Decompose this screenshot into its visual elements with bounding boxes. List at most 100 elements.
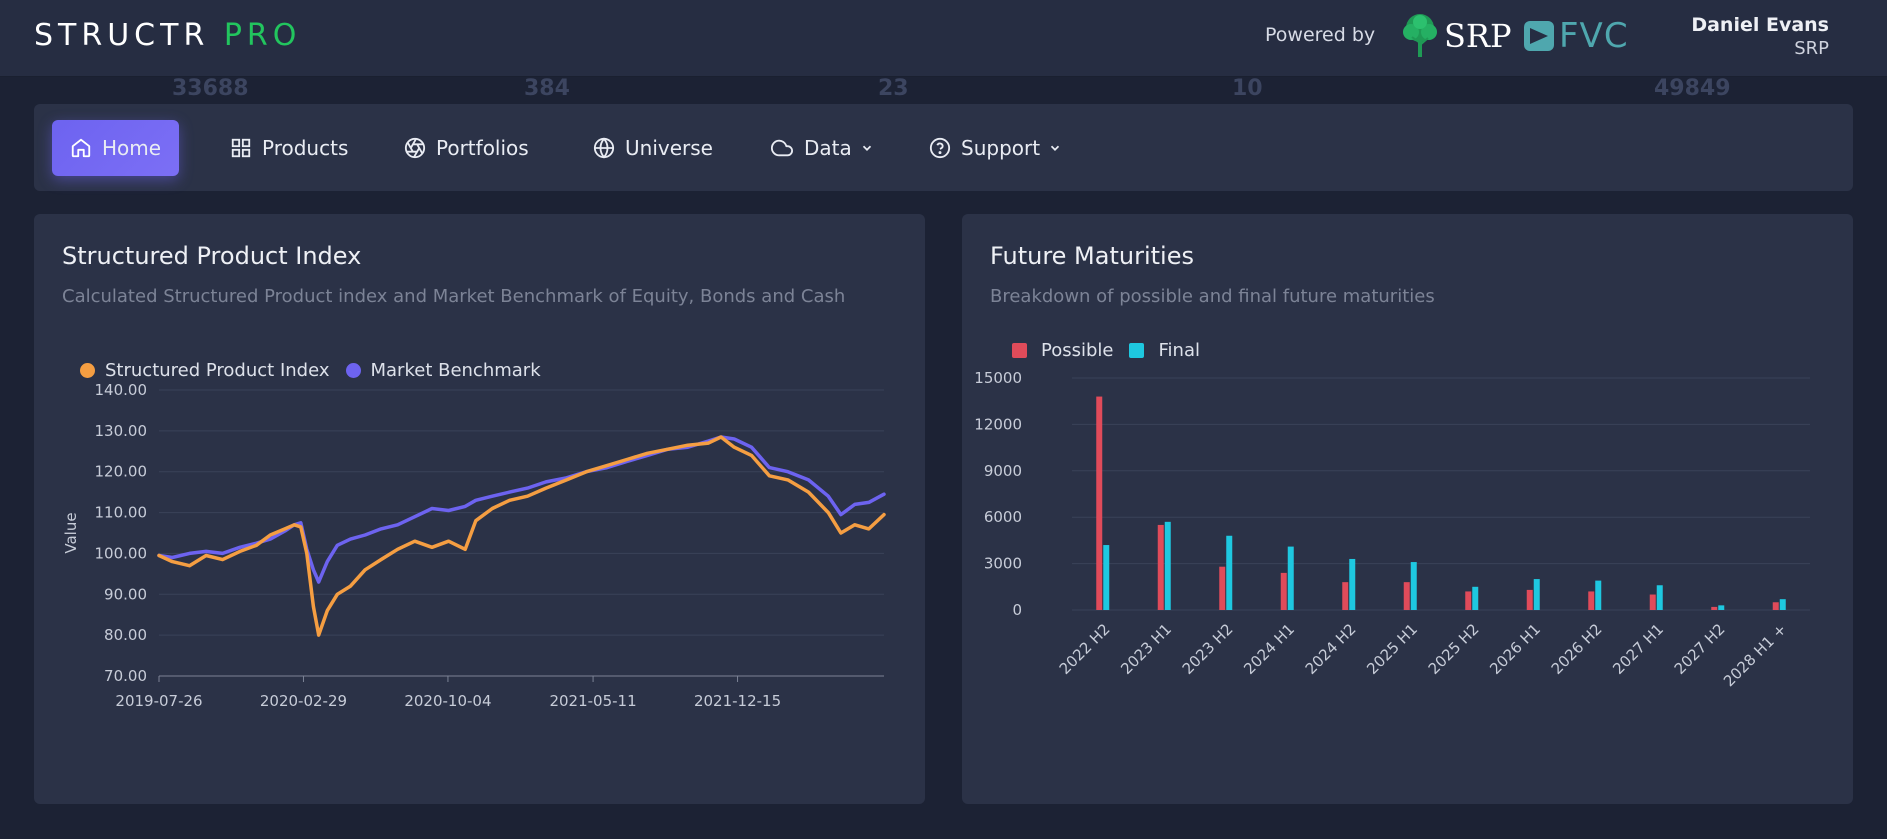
bar-possible bbox=[1096, 396, 1103, 610]
structured-product-index-line bbox=[157, 435, 886, 637]
ghost-stat: 23 bbox=[878, 76, 909, 101]
nav-item-label: Portfolios bbox=[436, 136, 529, 160]
aperture-icon bbox=[404, 137, 426, 159]
nav-item-data[interactable]: Data bbox=[752, 120, 892, 176]
bar-final bbox=[1656, 585, 1663, 610]
y-tick-label: 90.00 bbox=[104, 585, 147, 603]
bar-possible bbox=[1772, 602, 1779, 610]
bar-possible bbox=[1649, 594, 1656, 610]
tree-icon bbox=[1403, 14, 1437, 57]
x-tick-label: 2026 H2 bbox=[1548, 620, 1606, 678]
bar-final bbox=[1779, 599, 1786, 610]
y-tick-label: 12000 bbox=[974, 415, 1022, 433]
bar-possible bbox=[1526, 589, 1533, 610]
bar-final bbox=[1595, 580, 1602, 610]
ghost-stat: 384 bbox=[524, 76, 570, 101]
y-axis-label: Value bbox=[62, 512, 80, 553]
y-tick-label: 80.00 bbox=[104, 626, 147, 644]
nav-item-label: Universe bbox=[625, 136, 713, 160]
y-tick-label: 110.00 bbox=[95, 504, 148, 522]
y-tick-label: 15000 bbox=[974, 369, 1022, 387]
market-benchmark-line bbox=[157, 435, 886, 584]
srp-logo-text: SRP bbox=[1444, 17, 1512, 55]
nav-item-label: Home bbox=[102, 136, 162, 160]
bar-final bbox=[1349, 558, 1356, 610]
future-maturities-card: Future Maturities Breakdown of possible … bbox=[962, 214, 1853, 804]
legend-label: Final bbox=[1158, 340, 1200, 361]
x-tick-label: 2027 H2 bbox=[1671, 620, 1729, 678]
legend-item-possible[interactable]: Possible bbox=[1012, 340, 1113, 361]
fvc-partner-logo[interactable]: FVC bbox=[1523, 12, 1629, 60]
x-tick-label: 2024 H2 bbox=[1302, 620, 1360, 678]
legend-label: Structured Product Index bbox=[105, 360, 330, 381]
x-tick-label: 2026 H1 bbox=[1486, 620, 1544, 678]
x-tick-label: 2024 H1 bbox=[1240, 620, 1298, 678]
x-tick-label: 2021-12-15 bbox=[694, 692, 781, 710]
bar-possible bbox=[1219, 566, 1226, 610]
bar-final bbox=[1164, 521, 1171, 610]
nav-item-support[interactable]: Support bbox=[911, 120, 1080, 176]
legend-item-final[interactable]: Final bbox=[1129, 340, 1200, 361]
legend-marker bbox=[1129, 343, 1145, 358]
y-tick-label: 0 bbox=[1012, 601, 1022, 619]
logo-text-accent: PRO bbox=[223, 18, 302, 53]
globe-icon bbox=[593, 137, 615, 159]
user-organization: SRP bbox=[1794, 38, 1829, 59]
nav-item-home[interactable]: Home bbox=[52, 120, 180, 176]
y-tick-label: 140.00 bbox=[95, 384, 148, 399]
bar-final bbox=[1103, 545, 1110, 610]
bar-final bbox=[1226, 535, 1233, 610]
legend-marker bbox=[80, 363, 95, 378]
chart-legend: Possible Final bbox=[1012, 340, 1216, 361]
y-tick-label: 100.00 bbox=[95, 544, 148, 562]
bar-possible bbox=[1342, 582, 1349, 610]
nav-item-universe[interactable]: Universe bbox=[575, 120, 731, 176]
chevron-down-icon bbox=[1050, 145, 1060, 151]
nav-item-portfolios[interactable]: Portfolios bbox=[386, 120, 547, 176]
legend-item-market-benchmark[interactable]: Market Benchmark bbox=[345, 360, 541, 381]
srp-partner-logo[interactable]: SRP bbox=[1400, 12, 1512, 60]
help-circle-icon bbox=[929, 137, 951, 159]
nav-item-label: Products bbox=[262, 136, 349, 160]
app-logo[interactable]: STRUCTR PRO bbox=[34, 18, 301, 53]
y-tick-label: 120.00 bbox=[95, 463, 148, 481]
x-tick-label: 2020-02-29 bbox=[260, 692, 347, 710]
logo-text-primary: STRUCTR bbox=[34, 18, 210, 53]
x-tick-label: 2021-05-11 bbox=[549, 692, 636, 710]
y-tick-label: 9000 bbox=[984, 462, 1022, 480]
card-title: Future Maturities bbox=[990, 242, 1194, 270]
x-tick-label: 2020-10-04 bbox=[404, 692, 491, 710]
x-tick-label: 2023 H2 bbox=[1179, 620, 1237, 678]
x-tick-label: 2027 H1 bbox=[1609, 620, 1667, 678]
nav-item-products[interactable]: Products bbox=[212, 120, 366, 176]
nav-item-label: Support bbox=[961, 136, 1041, 160]
cloud-icon bbox=[770, 139, 793, 157]
ghost-stat: 33688 bbox=[172, 76, 249, 101]
nav-item-label: Data bbox=[804, 136, 852, 160]
y-tick-label: 70.00 bbox=[104, 667, 147, 685]
user-menu[interactable]: Daniel Evans SRP bbox=[1691, 14, 1829, 59]
home-icon bbox=[71, 138, 91, 158]
x-tick-label: 2025 H2 bbox=[1425, 620, 1483, 678]
bar-final bbox=[1410, 562, 1417, 610]
top-bar: STRUCTR PRO Powered by SRP FVC Daniel Ev… bbox=[0, 0, 1887, 77]
bar-possible bbox=[1157, 524, 1164, 610]
bar-possible bbox=[1280, 572, 1287, 610]
y-tick-label: 130.00 bbox=[95, 422, 148, 440]
x-tick-label: 2022 H2 bbox=[1056, 620, 1114, 678]
ghost-stat: 10 bbox=[1232, 76, 1263, 101]
y-tick-label: 3000 bbox=[984, 555, 1022, 573]
card-subtitle: Calculated Structured Product index and … bbox=[62, 286, 846, 307]
bar-final bbox=[1472, 586, 1479, 610]
index-line-chart[interactable]: 140.00 130.00 120.00 110.00 100.00 90.00 80.00… bbox=[34, 384, 925, 804]
legend-marker bbox=[345, 363, 361, 378]
legend-item-structured-product-index[interactable]: Structured Product Index bbox=[80, 360, 330, 381]
powered-by-label: Powered by bbox=[1265, 24, 1376, 46]
grid-icon bbox=[231, 138, 251, 158]
x-tick-label: 2023 H1 bbox=[1117, 620, 1175, 678]
bar-possible bbox=[1588, 591, 1595, 610]
legend-label: Market Benchmark bbox=[370, 360, 541, 381]
bar-possible bbox=[1403, 582, 1410, 610]
bar-possible bbox=[1465, 591, 1472, 610]
